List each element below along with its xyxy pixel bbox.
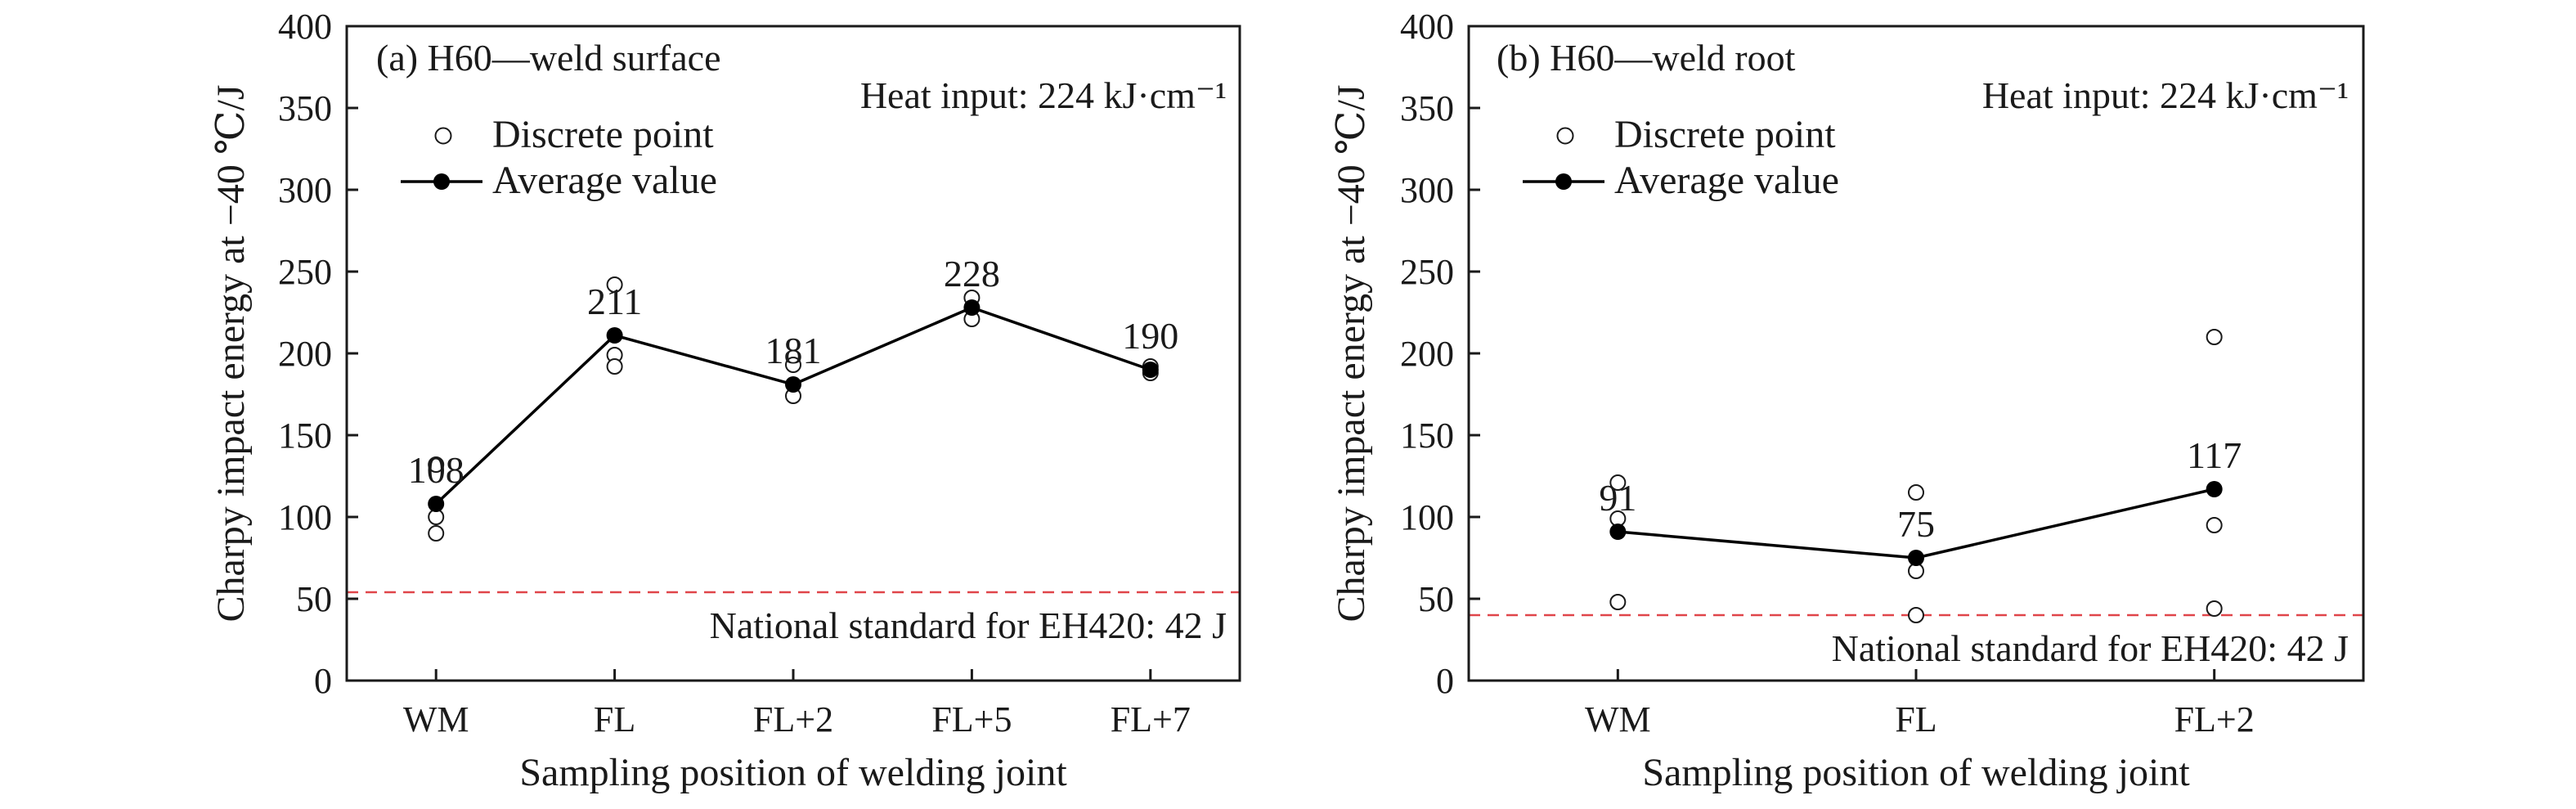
x-axis-label: Sampling position of welding joint bbox=[1642, 751, 2190, 794]
y-tick-label: 300 bbox=[278, 170, 332, 210]
panel-a: National standard for EH420: 42 J 0 50 100 1… bbox=[209, 7, 1241, 794]
average-point bbox=[963, 299, 981, 316]
discrete-point bbox=[785, 357, 801, 373]
average-point bbox=[1908, 550, 1924, 566]
y-axis-label: Charpy impact energy at −40 ℃/J bbox=[209, 84, 253, 622]
average-data-label: 181 bbox=[765, 330, 822, 371]
average-point bbox=[1609, 524, 1627, 540]
legend-average-label: Average value bbox=[1614, 159, 1839, 202]
discrete-point bbox=[606, 358, 623, 375]
discrete-point bbox=[2206, 329, 2223, 345]
average-data-label: 91 bbox=[1599, 477, 1636, 519]
heat-input-annotation: Heat input: 224 kJ·cm⁻¹ bbox=[860, 74, 1227, 116]
y-axis-label: Charpy impact energy at −40 ℃/J bbox=[1330, 84, 1373, 622]
legend-discrete-marker bbox=[1556, 127, 1574, 145]
y-tick-label: 400 bbox=[278, 7, 332, 47]
panel-title: (b) H60—weld root bbox=[1497, 37, 1796, 79]
y-tick-label: 150 bbox=[278, 416, 332, 456]
discrete-point bbox=[1908, 484, 1924, 501]
discrete-point bbox=[606, 276, 623, 293]
y-tick-label: 0 bbox=[1436, 661, 1454, 701]
y-tick-label: 100 bbox=[1400, 497, 1454, 537]
y-tick-label: 150 bbox=[1400, 416, 1454, 456]
average-data-label: 117 bbox=[2187, 434, 2242, 476]
y-tick-label: 350 bbox=[1400, 88, 1454, 128]
legend-discrete-label: Discrete point bbox=[1614, 113, 1836, 156]
discrete-point bbox=[2206, 517, 2223, 533]
panel-b: National standard for EH420: 42 J 0 50 100 1… bbox=[1330, 7, 2365, 794]
average-data-label: 228 bbox=[944, 253, 1000, 294]
average-data-label: 75 bbox=[1897, 503, 1935, 545]
average-point bbox=[785, 376, 801, 393]
y-tick-label: 400 bbox=[1400, 7, 1454, 47]
x-tick-label: FL+2 bbox=[753, 699, 833, 739]
y-tick-label: 50 bbox=[1418, 579, 1454, 619]
x-tick-label: FL bbox=[1895, 699, 1936, 739]
legend-average-label: Average value bbox=[492, 159, 717, 202]
discrete-point bbox=[1609, 474, 1627, 491]
x-tick-label: FL bbox=[594, 699, 635, 739]
discrete-point bbox=[1609, 594, 1627, 610]
average-point bbox=[428, 496, 445, 512]
average-point bbox=[2206, 481, 2223, 497]
y-tick-label: 200 bbox=[278, 334, 332, 374]
y-tick-label: 50 bbox=[296, 579, 332, 619]
discrete-point bbox=[428, 456, 445, 473]
y-tick-label: 250 bbox=[1400, 252, 1454, 292]
y-tick-label: 350 bbox=[278, 88, 332, 128]
panel-title: (a) H60—weld surface bbox=[376, 37, 720, 79]
x-tick-label: FL+2 bbox=[2174, 699, 2255, 739]
x-tick-label: FL+7 bbox=[1111, 699, 1191, 739]
discrete-point bbox=[2206, 600, 2223, 617]
legend-average-marker bbox=[433, 173, 450, 190]
legend-discrete-label: Discrete point bbox=[492, 113, 714, 156]
legend-discrete-marker bbox=[434, 127, 452, 145]
standard-label: National standard for EH420: 42 J bbox=[710, 605, 1227, 646]
y-tick-label: 200 bbox=[1400, 334, 1454, 374]
discrete-point bbox=[1908, 607, 1924, 623]
average-data-label: 190 bbox=[1122, 315, 1178, 357]
y-tick-label: 100 bbox=[278, 497, 332, 537]
x-axis-label: Sampling position of welding joint bbox=[519, 751, 1067, 794]
y-tick-label: 250 bbox=[278, 252, 332, 292]
standard-label: National standard for EH420: 42 J bbox=[1832, 627, 2349, 669]
y-tick-label: 300 bbox=[1400, 170, 1454, 210]
plot-frame bbox=[1467, 25, 2365, 682]
discrete-point bbox=[428, 525, 445, 542]
x-tick-label: WM bbox=[1585, 699, 1651, 739]
y-tick-label: 0 bbox=[314, 661, 332, 701]
average-point bbox=[1142, 362, 1159, 378]
heat-input-annotation: Heat input: 224 kJ·cm⁻¹ bbox=[1982, 74, 2349, 116]
average-point bbox=[606, 327, 623, 344]
x-tick-label: WM bbox=[403, 699, 469, 739]
average-data-label: 211 bbox=[587, 281, 642, 322]
x-tick-label: FL+5 bbox=[931, 699, 1012, 739]
legend-average-marker bbox=[1555, 173, 1572, 190]
average-data-label: 108 bbox=[408, 449, 464, 491]
